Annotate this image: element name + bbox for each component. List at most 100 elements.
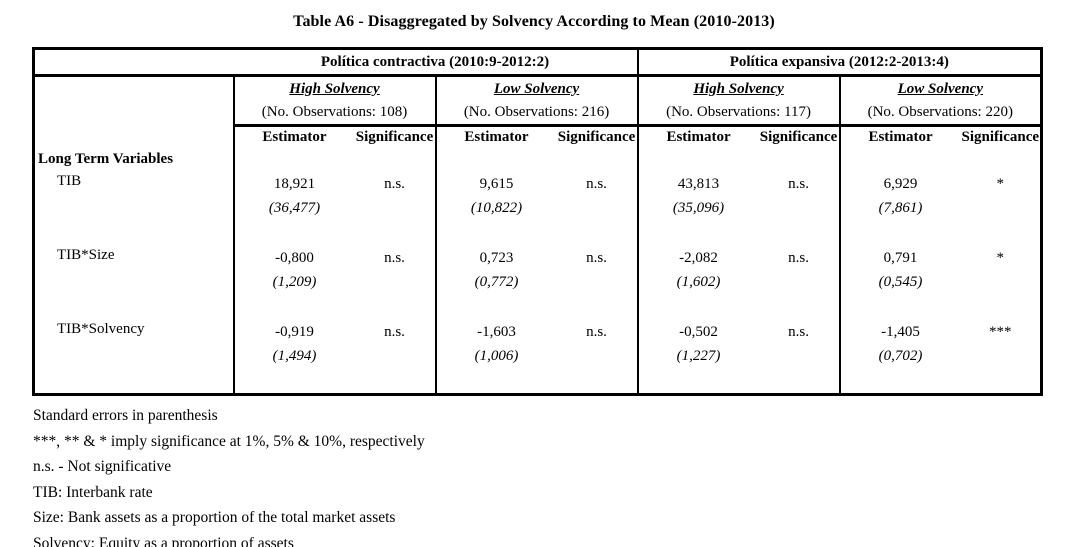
empty-cell <box>33 272 235 299</box>
empty-cell <box>557 273 638 299</box>
empty-cell <box>232 372 355 395</box>
empty-cell <box>557 373 638 395</box>
estimator-value: 0,791 <box>838 246 961 273</box>
subheader-row: Estimator Significance Estimator Signifi… <box>33 125 1042 151</box>
variable-label: TIB*Size <box>57 246 115 263</box>
table-row: TIB*Solvency -0,919 n.s. -1,603 n.s. -0,… <box>33 320 1042 347</box>
empty-cell <box>434 372 557 395</box>
stderr-row: (1,209) (0,772) (1,602) (0,545) <box>33 272 1042 299</box>
empty-cell <box>33 298 235 321</box>
empty-cell <box>636 224 759 247</box>
empty-cell <box>355 373 436 395</box>
estimator-value: 18,921 <box>232 172 355 199</box>
significance-value: n.s. <box>788 175 809 192</box>
stderr-row: (36,477) (10,822) (35,096) (7,861) <box>33 198 1042 225</box>
solvency-group-header: Low Solvency (No. Observations: 220) <box>838 75 1042 127</box>
empty-cell <box>759 151 840 173</box>
section-label-cell: Long Term Variables <box>33 150 235 173</box>
observations-count: (No. Observations: 108) <box>261 103 408 120</box>
empty-cell <box>557 151 638 173</box>
empty-cell <box>33 75 235 126</box>
policy-header-row: Política contractiva (2010:9-2012:2) Pol… <box>33 48 1042 77</box>
empty-cell <box>636 150 759 173</box>
empty-cell <box>961 151 1042 173</box>
empty-cell <box>355 347 436 373</box>
stderr-value: (10,822) <box>434 198 557 225</box>
empty-cell <box>961 373 1042 395</box>
empty-cell <box>33 125 235 151</box>
empty-cell <box>838 372 961 395</box>
variable-cell: TIB <box>33 172 235 199</box>
empty-cell <box>557 347 638 373</box>
stderr-value: (0,772) <box>434 272 557 299</box>
empty-cell <box>961 273 1042 299</box>
section-row: Long Term Variables <box>33 150 1042 173</box>
empty-cell <box>759 199 840 225</box>
empty-cell <box>636 372 759 395</box>
footnote-tib: TIB: Interbank rate <box>33 483 153 501</box>
significance-column-header: Significance <box>759 129 838 145</box>
significance-value: n.s. <box>586 323 607 340</box>
significance-column-header: Significance <box>557 129 636 145</box>
estimator-value: 0,723 <box>434 246 557 273</box>
significance-column-header: Significance <box>961 129 1040 145</box>
stderr-value: (1,006) <box>434 346 557 373</box>
estimator-column-header: Estimator <box>232 125 355 151</box>
empty-cell <box>33 372 235 395</box>
significance-value: n.s. <box>384 249 405 266</box>
empty-cell <box>759 299 840 321</box>
empty-cell <box>33 48 234 77</box>
estimator-value: -0,502 <box>636 320 759 347</box>
solvency-group-label: High Solvency <box>289 80 380 97</box>
empty-cell <box>434 298 557 321</box>
estimator-value: -1,405 <box>838 320 961 347</box>
stderr-value: (0,545) <box>838 272 961 299</box>
policy-contractiva-header: Política contractiva (2010:9-2012:2) <box>233 48 638 77</box>
footnote-significance-levels: ***, ** & * imply significance at 1%, 5%… <box>33 432 425 450</box>
variable-cell: TIB*Size <box>33 246 235 273</box>
solvency-group-label: Low Solvency <box>493 80 580 97</box>
empty-cell <box>355 151 436 173</box>
solvency-group-label: High Solvency <box>693 80 784 97</box>
empty-cell <box>355 225 436 247</box>
empty-cell <box>355 273 436 299</box>
stderr-value: (0,702) <box>838 346 961 373</box>
table-row: TIB*Size -0,800 n.s. 0,723 n.s. -2,082 n… <box>33 246 1042 273</box>
empty-cell <box>33 198 235 225</box>
observations-count: (No. Observations: 216) <box>463 103 610 120</box>
empty-cell <box>557 225 638 247</box>
empty-cell <box>759 373 840 395</box>
significance-value: * <box>996 249 1005 266</box>
empty-cell <box>759 225 840 247</box>
significance-value: * <box>996 175 1005 192</box>
footnotes: Standard errors in parenthesis ***, ** &… <box>33 403 1068 547</box>
stderr-value: (1,227) <box>636 346 759 373</box>
estimator-value: 6,929 <box>838 172 961 199</box>
estimator-column-header: Estimator <box>636 125 759 151</box>
significance-value: n.s. <box>788 249 809 266</box>
estimator-value: 43,813 <box>636 172 759 199</box>
solvency-group-label: Low Solvency <box>897 80 983 97</box>
estimator-value: 9,615 <box>434 172 557 199</box>
empty-cell <box>33 224 235 247</box>
spacer-row <box>33 224 1042 247</box>
footnote-ns: n.s. - Not significative <box>33 458 172 475</box>
observations-count: (No. Observations: 117) <box>666 103 811 120</box>
empty-cell <box>961 199 1042 225</box>
empty-cell <box>232 298 355 321</box>
footnote-size: Size: Bank assets as a proportion of the… <box>33 509 396 526</box>
empty-cell <box>838 298 961 321</box>
stderr-value: (7,861) <box>838 198 961 225</box>
empty-cell <box>434 150 557 173</box>
variable-label: TIB <box>57 172 82 189</box>
spacer-row <box>33 298 1042 321</box>
estimator-value: -0,800 <box>232 246 355 273</box>
empty-cell <box>838 224 961 247</box>
empty-cell <box>759 273 840 299</box>
observations-count: (No. Observations: 220) <box>867 103 1013 120</box>
stderr-value: (1,209) <box>232 272 355 299</box>
empty-cell <box>961 299 1042 321</box>
empty-cell <box>355 299 436 321</box>
footnote-solvency: Solvency: Equity as a proportion of asse… <box>33 534 294 547</box>
